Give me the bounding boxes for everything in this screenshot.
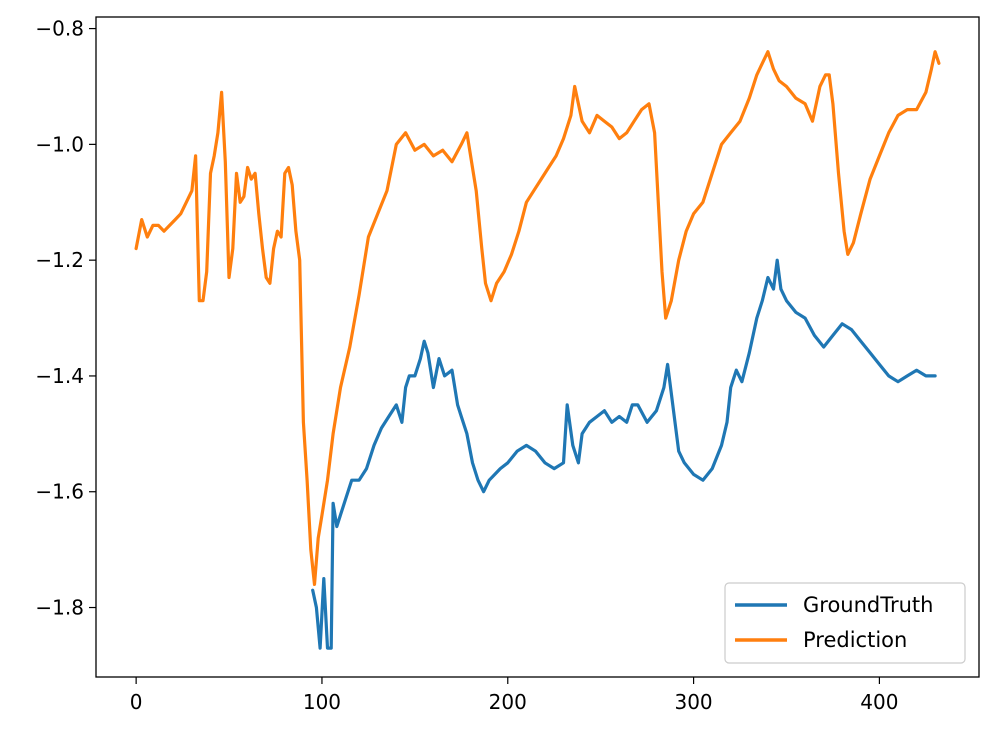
legend-label-groundtruth: GroundTruth (803, 593, 933, 617)
x-tick-label: 200 (489, 690, 527, 714)
y-tick-label: −1.6 (35, 480, 84, 504)
x-tick-label: 100 (303, 690, 341, 714)
series-layer (134, 50, 941, 650)
legend-box (724, 582, 966, 664)
x-tick-label: 0 (130, 690, 143, 714)
plot-background (96, 17, 979, 677)
y-tick-label: −0.8 (35, 17, 84, 41)
series-line-prediction (134, 50, 941, 587)
x-tick-label: 300 (674, 690, 712, 714)
y-tick-label: −1.8 (35, 596, 84, 620)
axis-layer: 0 100 200 300 400 −1.8 −1.6 −1.4 −1.2 −1.0 −0.8 (35, 17, 898, 714)
legend-label-prediction: Prediction (803, 628, 907, 652)
plot-frame (95, 16, 980, 678)
y-tick-label: −1.4 (35, 364, 84, 388)
y-tick-label: −1.0 (35, 132, 84, 156)
series-line-groundtruth (311, 258, 937, 650)
y-tick-label: −1.2 (35, 248, 84, 272)
x-tick-label: 400 (860, 690, 898, 714)
legend: GroundTruth Prediction (724, 582, 966, 664)
